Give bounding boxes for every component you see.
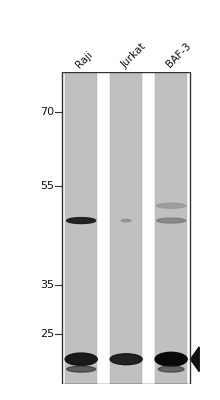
Bar (65, 72, 97, 384)
Ellipse shape (110, 354, 142, 365)
Bar (110, 72, 142, 384)
Ellipse shape (67, 366, 96, 372)
Ellipse shape (157, 203, 186, 208)
Text: 35: 35 (40, 280, 54, 290)
Text: Raji: Raji (74, 49, 95, 70)
Ellipse shape (155, 352, 187, 366)
Text: 55: 55 (40, 181, 54, 191)
Ellipse shape (158, 366, 184, 372)
Text: Jurkat: Jurkat (119, 41, 148, 70)
Polygon shape (190, 347, 199, 372)
Ellipse shape (67, 218, 96, 224)
Text: 70: 70 (40, 107, 54, 117)
Ellipse shape (121, 219, 131, 222)
Ellipse shape (157, 218, 186, 223)
Bar (155, 72, 187, 384)
Text: 25: 25 (40, 330, 54, 340)
Ellipse shape (65, 353, 97, 366)
Bar (62, 72, 190, 384)
Text: BAF-3: BAF-3 (164, 41, 193, 70)
